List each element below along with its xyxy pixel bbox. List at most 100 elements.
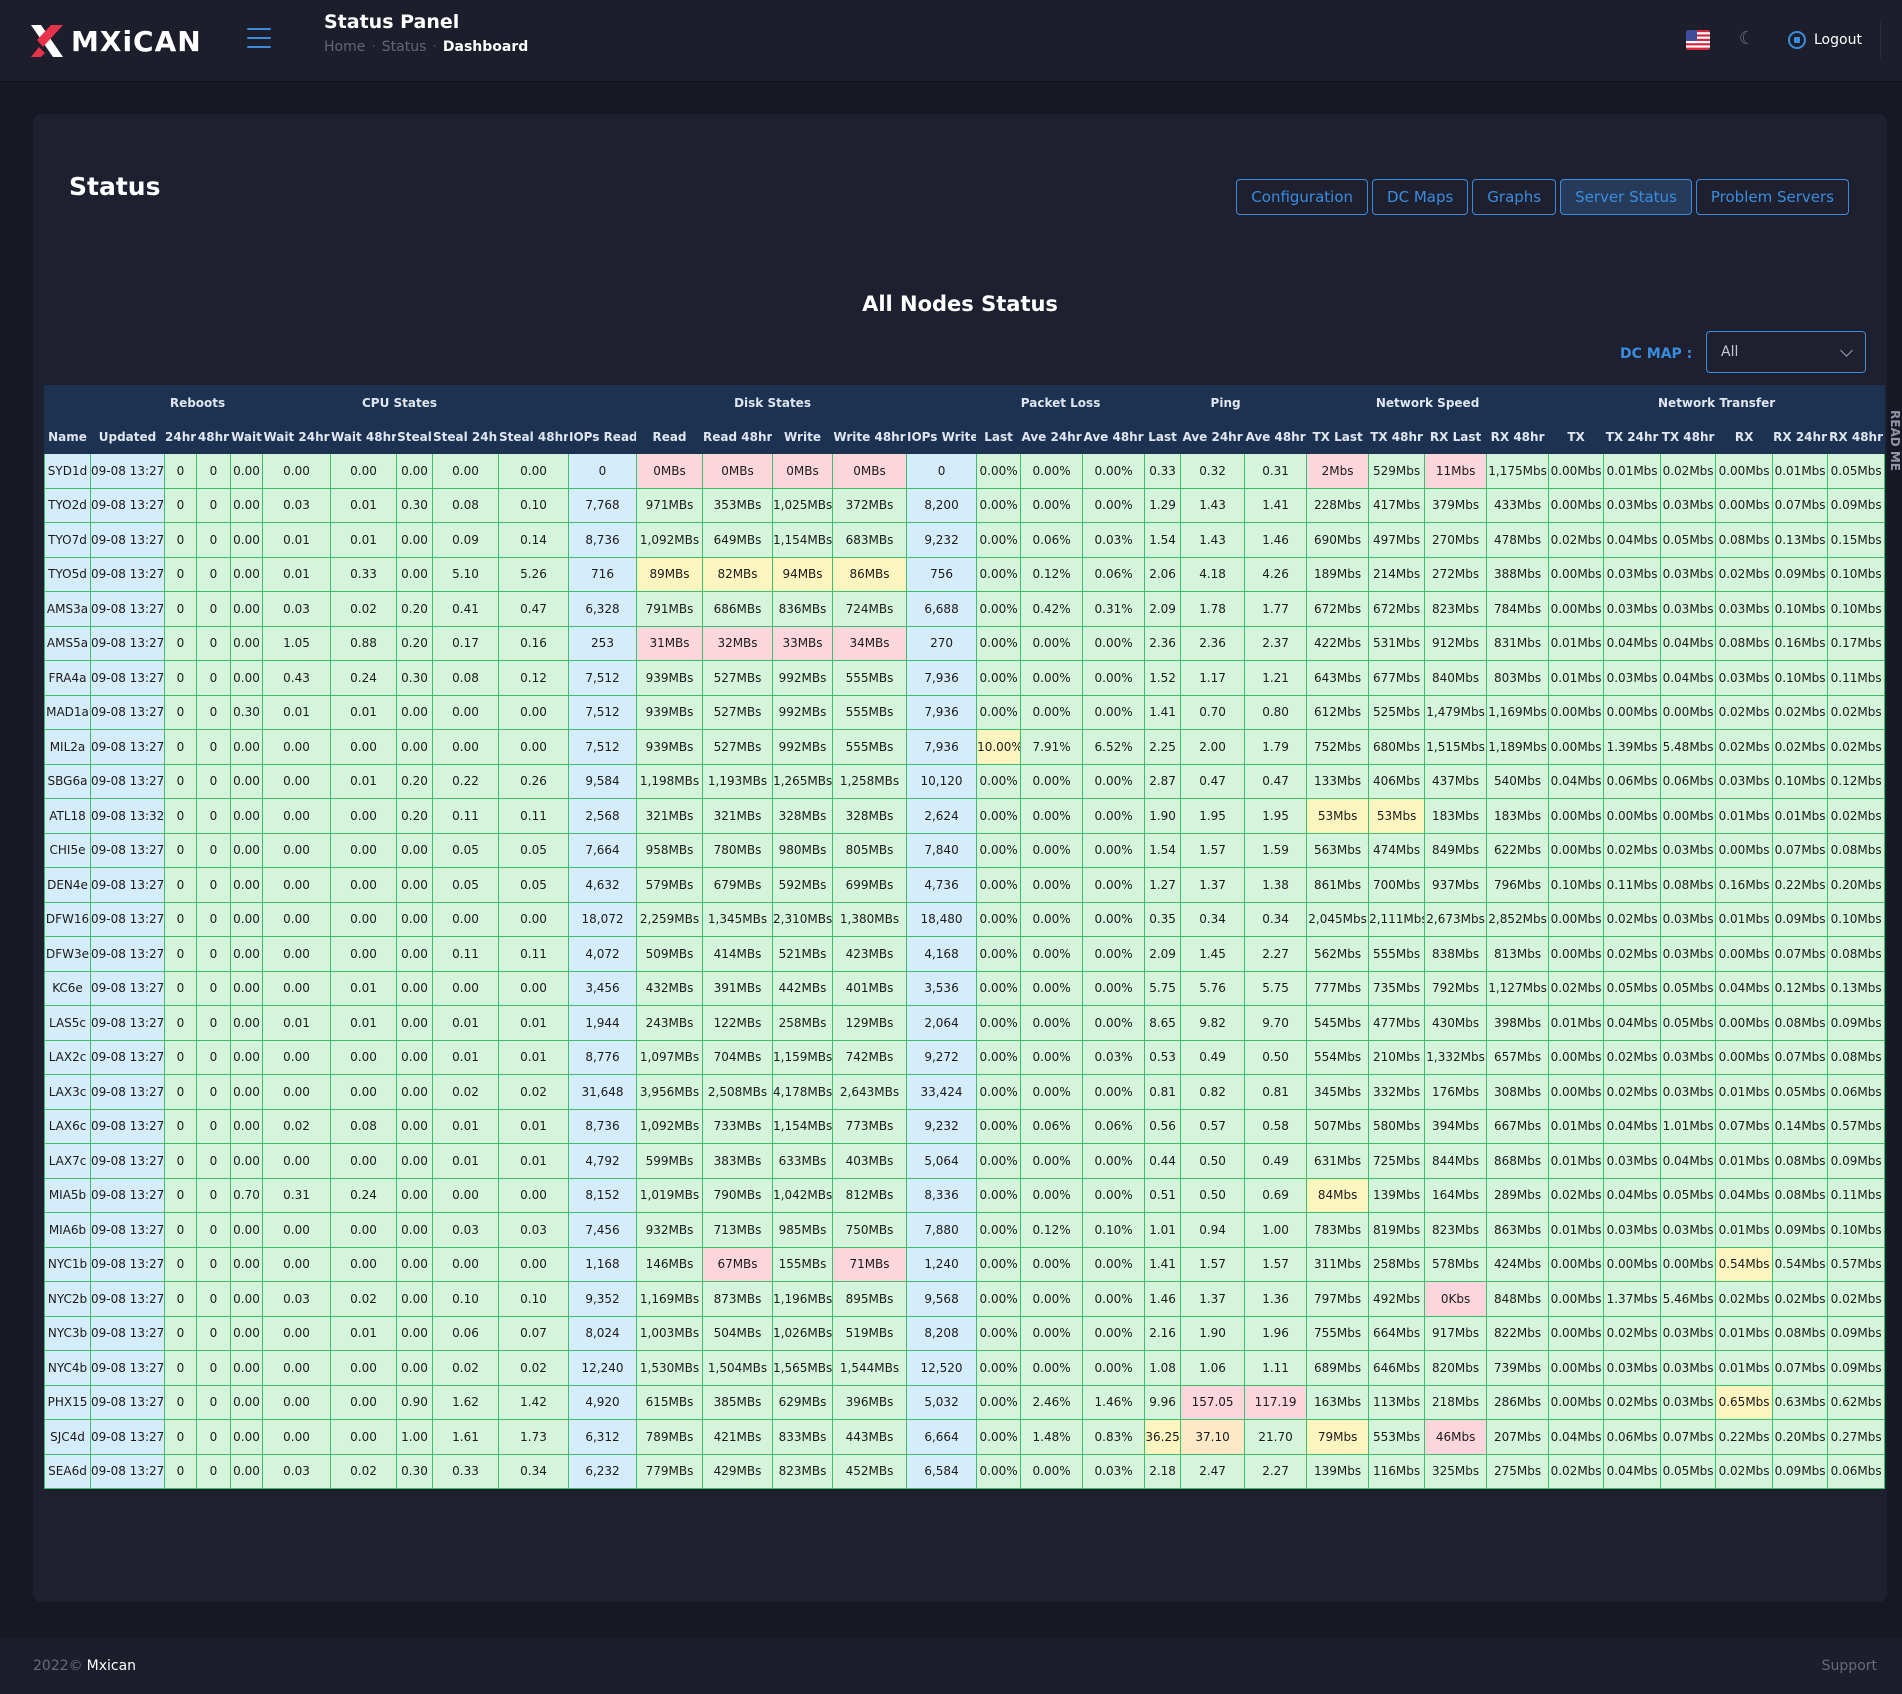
table-row[interactable]: MIA5b 09-08 13:27 0 0 0.70 0.31 0.24 0.00 0.00 0.…: [44, 1177, 1886, 1213]
dc-map-select[interactable]: All: [1706, 331, 1866, 373]
logout-button[interactable]: Logout: [1788, 25, 1862, 55]
table-cell: 0.01: [432, 1005, 499, 1041]
us-flag-icon[interactable]: [1686, 30, 1710, 50]
column-header[interactable]: Read: [636, 419, 703, 454]
column-header[interactable]: Wait: [230, 419, 263, 454]
breadcrumb-status[interactable]: Status: [381, 39, 427, 55]
graphs-button[interactable]: Graphs: [1472, 179, 1557, 215]
logo[interactable]: MXiCAN: [29, 23, 202, 59]
column-header[interactable]: Last: [976, 419, 1022, 454]
table-cell: 478Mbs: [1486, 522, 1550, 558]
column-header[interactable]: RX Last: [1424, 419, 1488, 454]
column-header[interactable]: Write 48hr: [832, 419, 907, 454]
column-header[interactable]: Steal: [396, 419, 433, 454]
hamburger-menu-icon[interactable]: [247, 28, 271, 50]
table-cell: 0.01: [330, 1005, 397, 1041]
table-row[interactable]: DFW3e 09-08 13:27 0 0 0.00 0.00 0.00 0.00 0.11 0.…: [44, 936, 1886, 972]
column-header[interactable]: 24hr: [164, 419, 197, 454]
table-cell: 321MBs: [636, 798, 703, 834]
table-row[interactable]: AMS5a 09-08 13:27 0 0 0.00 1.05 0.88 0.20 0.17 0.…: [44, 625, 1886, 661]
column-header[interactable]: RX 48hr: [1486, 419, 1550, 454]
table-row[interactable]: FRA4a 09-08 13:27 0 0 0.00 0.43 0.24 0.30 0.08 0.…: [44, 660, 1886, 696]
table-row[interactable]: SYD1d 09-08 13:27 0 0 0.00 0.00 0.00 0.00 0.00 0.…: [44, 453, 1886, 489]
table-row[interactable]: TYO5d 09-08 13:27 0 0 0.00 0.01 0.33 0.00 5.10 5.…: [44, 556, 1886, 592]
table-cell: 1.37: [1180, 867, 1246, 903]
column-header[interactable]: TX Last: [1306, 419, 1370, 454]
table-row[interactable]: NYC1b 09-08 13:27 0 0 0.00 0.00 0.00 0.00 0.00 0.…: [44, 1246, 1886, 1282]
table-cell: 992MBs: [772, 660, 833, 696]
column-header[interactable]: TX: [1548, 419, 1605, 454]
table-row[interactable]: AMS3a 09-08 13:27 0 0 0.00 0.03 0.02 0.20 0.41 0.…: [44, 591, 1886, 627]
column-header[interactable]: Last: [1144, 419, 1182, 454]
table-cell: 0.02Mbs: [1715, 1453, 1774, 1489]
column-header[interactable]: Updated: [90, 419, 165, 454]
table-cell: 0.01: [498, 1005, 569, 1041]
column-header[interactable]: TX 24hr: [1603, 419, 1662, 454]
table-row[interactable]: MAD1a 09-08 13:27 0 0 0.30 0.01 0.01 0.00 0.00 0.…: [44, 694, 1886, 730]
table-cell: 0MBs: [832, 453, 907, 489]
table-row[interactable]: DFW16 09-08 13:27 0 0 0.00 0.00 0.00 0.00 0.00 0.…: [44, 901, 1886, 937]
table-cell: 784Mbs: [1486, 591, 1550, 627]
table-row[interactable]: TYO7d 09-08 13:27 0 0 0.00 0.01 0.01 0.00 0.09 0.…: [44, 522, 1886, 558]
problem-servers-button[interactable]: Problem Servers: [1695, 179, 1849, 215]
column-header[interactable]: Ave 24hr: [1020, 419, 1084, 454]
column-header[interactable]: RX 48hr: [1827, 419, 1886, 454]
column-header[interactable]: RX: [1715, 419, 1774, 454]
server-status-button[interactable]: Server Status: [1560, 179, 1692, 215]
column-header[interactable]: Wait 48hr: [330, 419, 397, 454]
table-cell: 1,196MBs: [772, 1281, 833, 1317]
support-link[interactable]: Support: [1821, 1658, 1877, 1674]
column-header[interactable]: Read 48hr: [702, 419, 773, 454]
table-row[interactable]: SBG6a 09-08 13:27 0 0 0.00 0.00 0.01 0.20 0.22 0.…: [44, 763, 1886, 799]
column-header[interactable]: IOPs Write: [905, 419, 978, 454]
table-row[interactable]: CHI5e 09-08 13:27 0 0 0.00 0.00 0.00 0.00 0.05 0.…: [44, 832, 1886, 868]
table-row[interactable]: ATL18 09-08 13:32 0 0 0.00 0.00 0.00 0.20 0.11 0.…: [44, 798, 1886, 834]
dc-maps-button[interactable]: DC Maps: [1372, 179, 1469, 215]
table-cell: 0.10Mbs: [1772, 763, 1829, 799]
table-cell: 0.00Mbs: [1548, 1074, 1605, 1110]
table-row[interactable]: PHX15 09-08 13:27 0 0 0.00 0.00 0.00 0.90 1.62 1.…: [44, 1384, 1886, 1420]
table-row[interactable]: NYC2b 09-08 13:27 0 0 0.00 0.03 0.02 0.00 0.10 0.…: [44, 1281, 1886, 1317]
table-cell: 372MBs: [832, 487, 907, 523]
column-header[interactable]: Wait 24hr: [262, 419, 331, 454]
breadcrumb-home[interactable]: Home: [324, 39, 366, 55]
configuration-button[interactable]: Configuration: [1236, 179, 1369, 215]
column-header[interactable]: TX 48hr: [1660, 419, 1717, 454]
table-cell: 0.00%: [976, 660, 1022, 696]
table-row[interactable]: DEN4e 09-08 13:27 0 0 0.00 0.00 0.00 0.00 0.05 0.…: [44, 867, 1886, 903]
column-header[interactable]: Name: [44, 419, 91, 454]
table-row[interactable]: NYC3b 09-08 13:27 0 0 0.00 0.00 0.01 0.00 0.06 0.…: [44, 1315, 1886, 1351]
table-row[interactable]: SJC4d 09-08 13:27 0 0 0.00 0.00 0.00 1.00 1.61 1.…: [44, 1419, 1886, 1455]
read-me-tab[interactable]: READ ME: [1888, 410, 1902, 472]
table-row[interactable]: NYC4b 09-08 13:27 0 0 0.00 0.00 0.00 0.00 0.02 0.…: [44, 1350, 1886, 1386]
table-cell: 497Mbs: [1368, 522, 1426, 558]
column-header[interactable]: Ave 48hr: [1082, 419, 1146, 454]
table-row[interactable]: TYO2d 09-08 13:27 0 0 0.00 0.03 0.01 0.30 0.08 0.…: [44, 487, 1886, 523]
column-header[interactable]: Ave 24hr: [1180, 419, 1246, 454]
table-row[interactable]: MIA6b 09-08 13:27 0 0 0.00 0.00 0.00 0.00 0.03 0.…: [44, 1212, 1886, 1248]
table-cell: 0.02Mbs: [1715, 556, 1774, 592]
column-header[interactable]: 48hr: [196, 419, 231, 454]
table-row[interactable]: LAS5c 09-08 13:27 0 0 0.00 0.01 0.01 0.00 0.01 0.…: [44, 1005, 1886, 1041]
table-row[interactable]: MIL2a 09-08 13:27 0 0 0.00 0.00 0.00 0.00 0.00 0.…: [44, 729, 1886, 765]
table-row[interactable]: LAX2c 09-08 13:27 0 0 0.00 0.00 0.00 0.00 0.01 0.…: [44, 1039, 1886, 1075]
column-header[interactable]: Steal 24hr: [432, 419, 499, 454]
column-header[interactable]: Write: [772, 419, 833, 454]
table-row[interactable]: LAX3c 09-08 13:27 0 0 0.00 0.00 0.00 0.00 0.02 0.…: [44, 1074, 1886, 1110]
table-row[interactable]: KC6e 09-08 13:27 0 0 0.00 0.00 0.01 0.00 0.00 0.0…: [44, 970, 1886, 1006]
table-row[interactable]: SEA6d 09-08 13:27 0 0 0.00 0.03 0.02 0.30 0.33 0.…: [44, 1453, 1886, 1489]
column-header[interactable]: RX 24hr: [1772, 419, 1829, 454]
column-header[interactable]: Ave 48hr: [1244, 419, 1308, 454]
table-cell: 0.20: [396, 798, 433, 834]
table-cell: 0.00: [330, 453, 397, 489]
table-row[interactable]: LAX6c 09-08 13:27 0 0 0.00 0.02 0.08 0.00 0.01 0.…: [44, 1108, 1886, 1144]
column-header[interactable]: TX 48hr: [1368, 419, 1426, 454]
table-cell: 0: [164, 625, 197, 661]
column-header[interactable]: Steal 48hr: [498, 419, 569, 454]
dark-mode-moon-icon[interactable]: ☾: [1738, 28, 1756, 49]
table-cell: 0: [196, 522, 231, 558]
table-row[interactable]: LAX7c 09-08 13:27 0 0 0.00 0.00 0.00 0.00 0.01 0.…: [44, 1143, 1886, 1179]
table-cell: 0.00Mbs: [1548, 798, 1605, 834]
table-cell: 8,776: [568, 1039, 637, 1075]
column-header[interactable]: IOPs Read: [568, 419, 637, 454]
